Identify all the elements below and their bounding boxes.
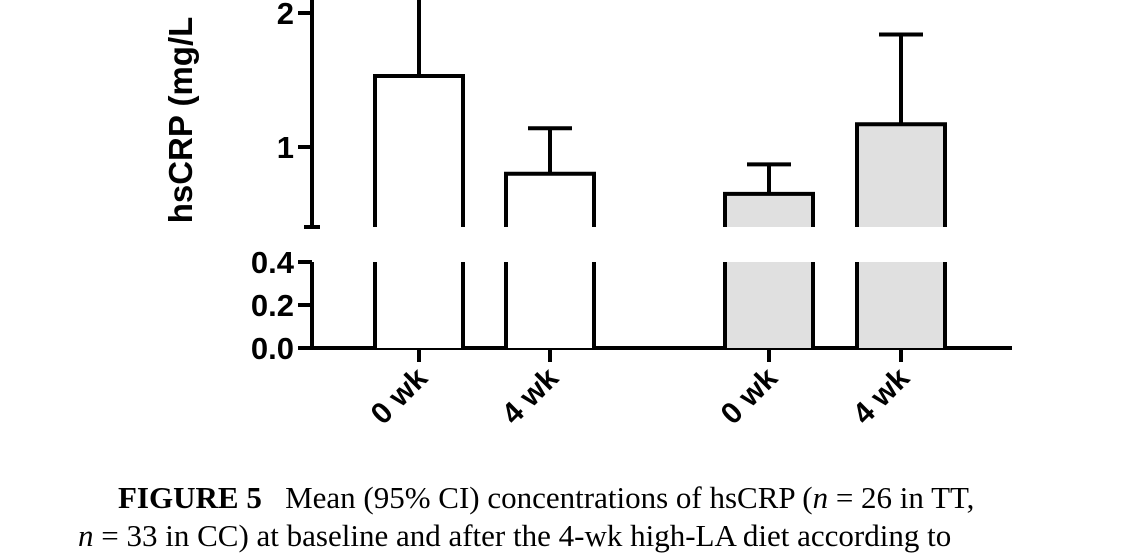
- bars: [373, 0, 947, 348]
- caption-text-1: Mean (95% CI) concentrations of hsCRP (: [285, 480, 813, 515]
- bar-fill-lower: [506, 262, 594, 348]
- figure-label: FIGURE 5: [118, 480, 262, 515]
- x-tick-label: 0 wk: [365, 361, 435, 431]
- bar-fill-upper: [857, 124, 945, 227]
- y-axis-label: hsCRP (mg/L: [162, 17, 199, 224]
- bar-fill-lower: [857, 262, 945, 348]
- hscrp-bar-chart: 0.0 0.2 0.4 1 2 hsCRP (mg/L 0 wk 4 wk 0 wk 4 wk: [162, 0, 1012, 431]
- caption-text-2: = 33 in CC) at baseline and after the 4-…: [93, 518, 952, 553]
- bar-fill-upper: [506, 173, 594, 227]
- bar-fill-lower: [725, 262, 813, 348]
- bar-group2-0wk: [723, 162, 815, 348]
- bar-fill-upper: [725, 193, 813, 227]
- y-tick-label: 0.2: [251, 288, 294, 323]
- figure-caption-line-1: FIGURE 5 Mean (95% CI) concentrations of…: [0, 480, 1140, 516]
- x-tick-label: 4 wk: [496, 361, 566, 431]
- y-tick-label: 0.0: [251, 331, 294, 366]
- bar-fill-lower: [375, 262, 463, 348]
- x-tick-label: 0 wk: [715, 361, 785, 431]
- caption-rest-1: = 26 in TT,: [828, 480, 975, 515]
- x-tick-label: 4 wk: [847, 361, 917, 431]
- bar-group1-4wk: [504, 126, 596, 348]
- y-tick-label: 2: [277, 0, 294, 31]
- y-tick-label: 1: [277, 130, 294, 165]
- figure-caption-line-2: n = 33 in CC) at baseline and after the …: [0, 518, 1140, 554]
- caption-n-2: n: [78, 518, 94, 553]
- y-tick-label: 0.4: [251, 245, 295, 280]
- bar-group1-0wk: [373, 0, 465, 348]
- caption-n-1: n: [812, 480, 829, 515]
- bar-group2-4wk: [855, 32, 947, 348]
- bar-fill-upper: [375, 75, 463, 227]
